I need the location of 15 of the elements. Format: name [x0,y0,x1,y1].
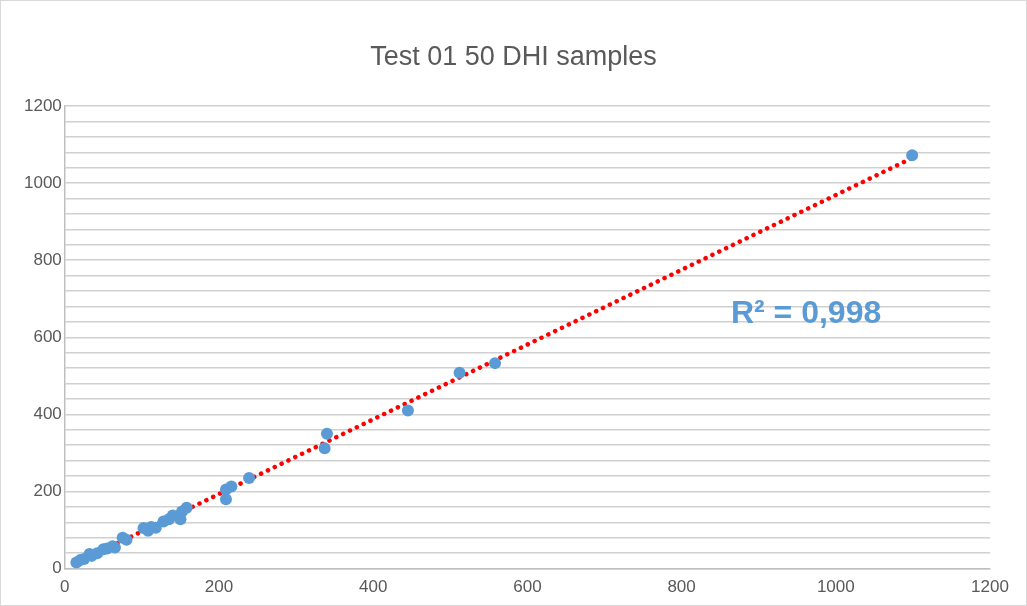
y-tick-label: 200 [33,481,62,501]
x-tick-label: 1000 [816,577,855,597]
y-tick-label: 0 [52,558,62,578]
x-tick-label: 600 [513,577,542,597]
annotation: R² = 0,998 [730,294,882,330]
y-tick-label: 1200 [23,95,62,115]
x-tick-label: 200 [204,577,234,597]
x-tick-label: 800 [667,577,696,597]
y-tick-label: 600 [33,326,62,346]
y-tick-label: 800 [33,249,62,269]
x-tick-label: 400 [359,577,388,597]
chart-title: Test 01 50 DHI samples [369,41,658,72]
x-tick-label: 1200 [971,577,1009,597]
y-tick-label: 1000 [23,172,62,192]
y-tick-label: 400 [33,404,62,424]
